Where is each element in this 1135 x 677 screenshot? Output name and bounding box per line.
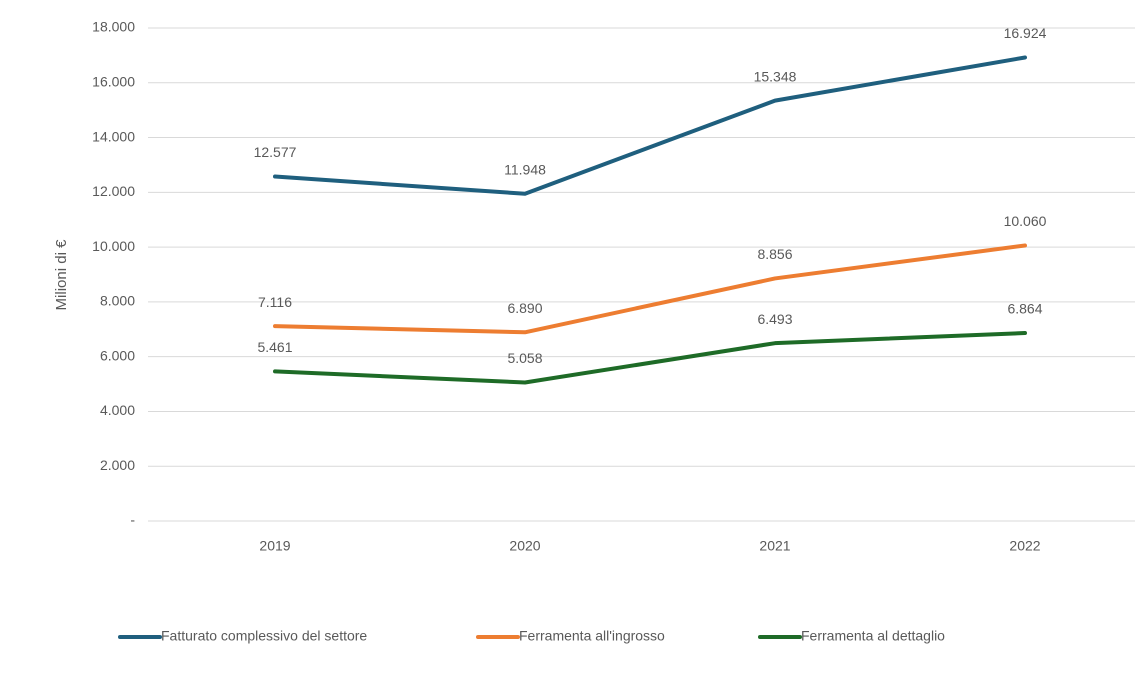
- y-tick-label: 12.000: [92, 183, 135, 199]
- series-line: [273, 55, 1027, 196]
- data-label: 5.058: [507, 350, 542, 366]
- series-line: [273, 243, 1027, 335]
- legend-label: Ferramenta al dettaglio: [801, 628, 945, 644]
- legend-label: Fatturato complessivo del settore: [161, 628, 367, 644]
- y-tick-label: 16.000: [92, 73, 135, 89]
- data-label: 7.116: [258, 294, 292, 310]
- data-label: 8.856: [757, 246, 792, 262]
- y-tick-label: 6.000: [100, 347, 135, 363]
- data-label: 6.493: [757, 311, 792, 327]
- x-tick-label: 2021: [759, 538, 790, 554]
- data-label: 16.924: [1004, 25, 1047, 41]
- y-tick-label: 2.000: [100, 457, 135, 473]
- data-label: 10.060: [1004, 213, 1047, 229]
- x-tick-label: 2019: [259, 538, 290, 554]
- y-tick-label: -: [130, 512, 135, 528]
- data-label: 5.461: [257, 339, 292, 355]
- data-label: 15.348: [754, 68, 797, 84]
- y-tick-label: 8.000: [100, 293, 135, 309]
- data-label: 11.948: [504, 161, 546, 177]
- data-label: 6.864: [1007, 301, 1042, 317]
- x-tick-label: 2020: [509, 538, 540, 554]
- y-axis-label: Milioni di €: [53, 239, 70, 311]
- x-tick-label: 2022: [1009, 538, 1040, 554]
- data-label: 12.577: [254, 144, 297, 160]
- y-tick-label: 14.000: [92, 128, 135, 144]
- series-line: [273, 331, 1027, 385]
- data-label: 6.890: [507, 300, 542, 316]
- y-tick-label: 4.000: [100, 402, 135, 418]
- legend-label: Ferramenta all'ingrosso: [519, 628, 665, 644]
- y-tick-label: 10.000: [92, 238, 135, 254]
- y-tick-label: 18.000: [92, 19, 135, 35]
